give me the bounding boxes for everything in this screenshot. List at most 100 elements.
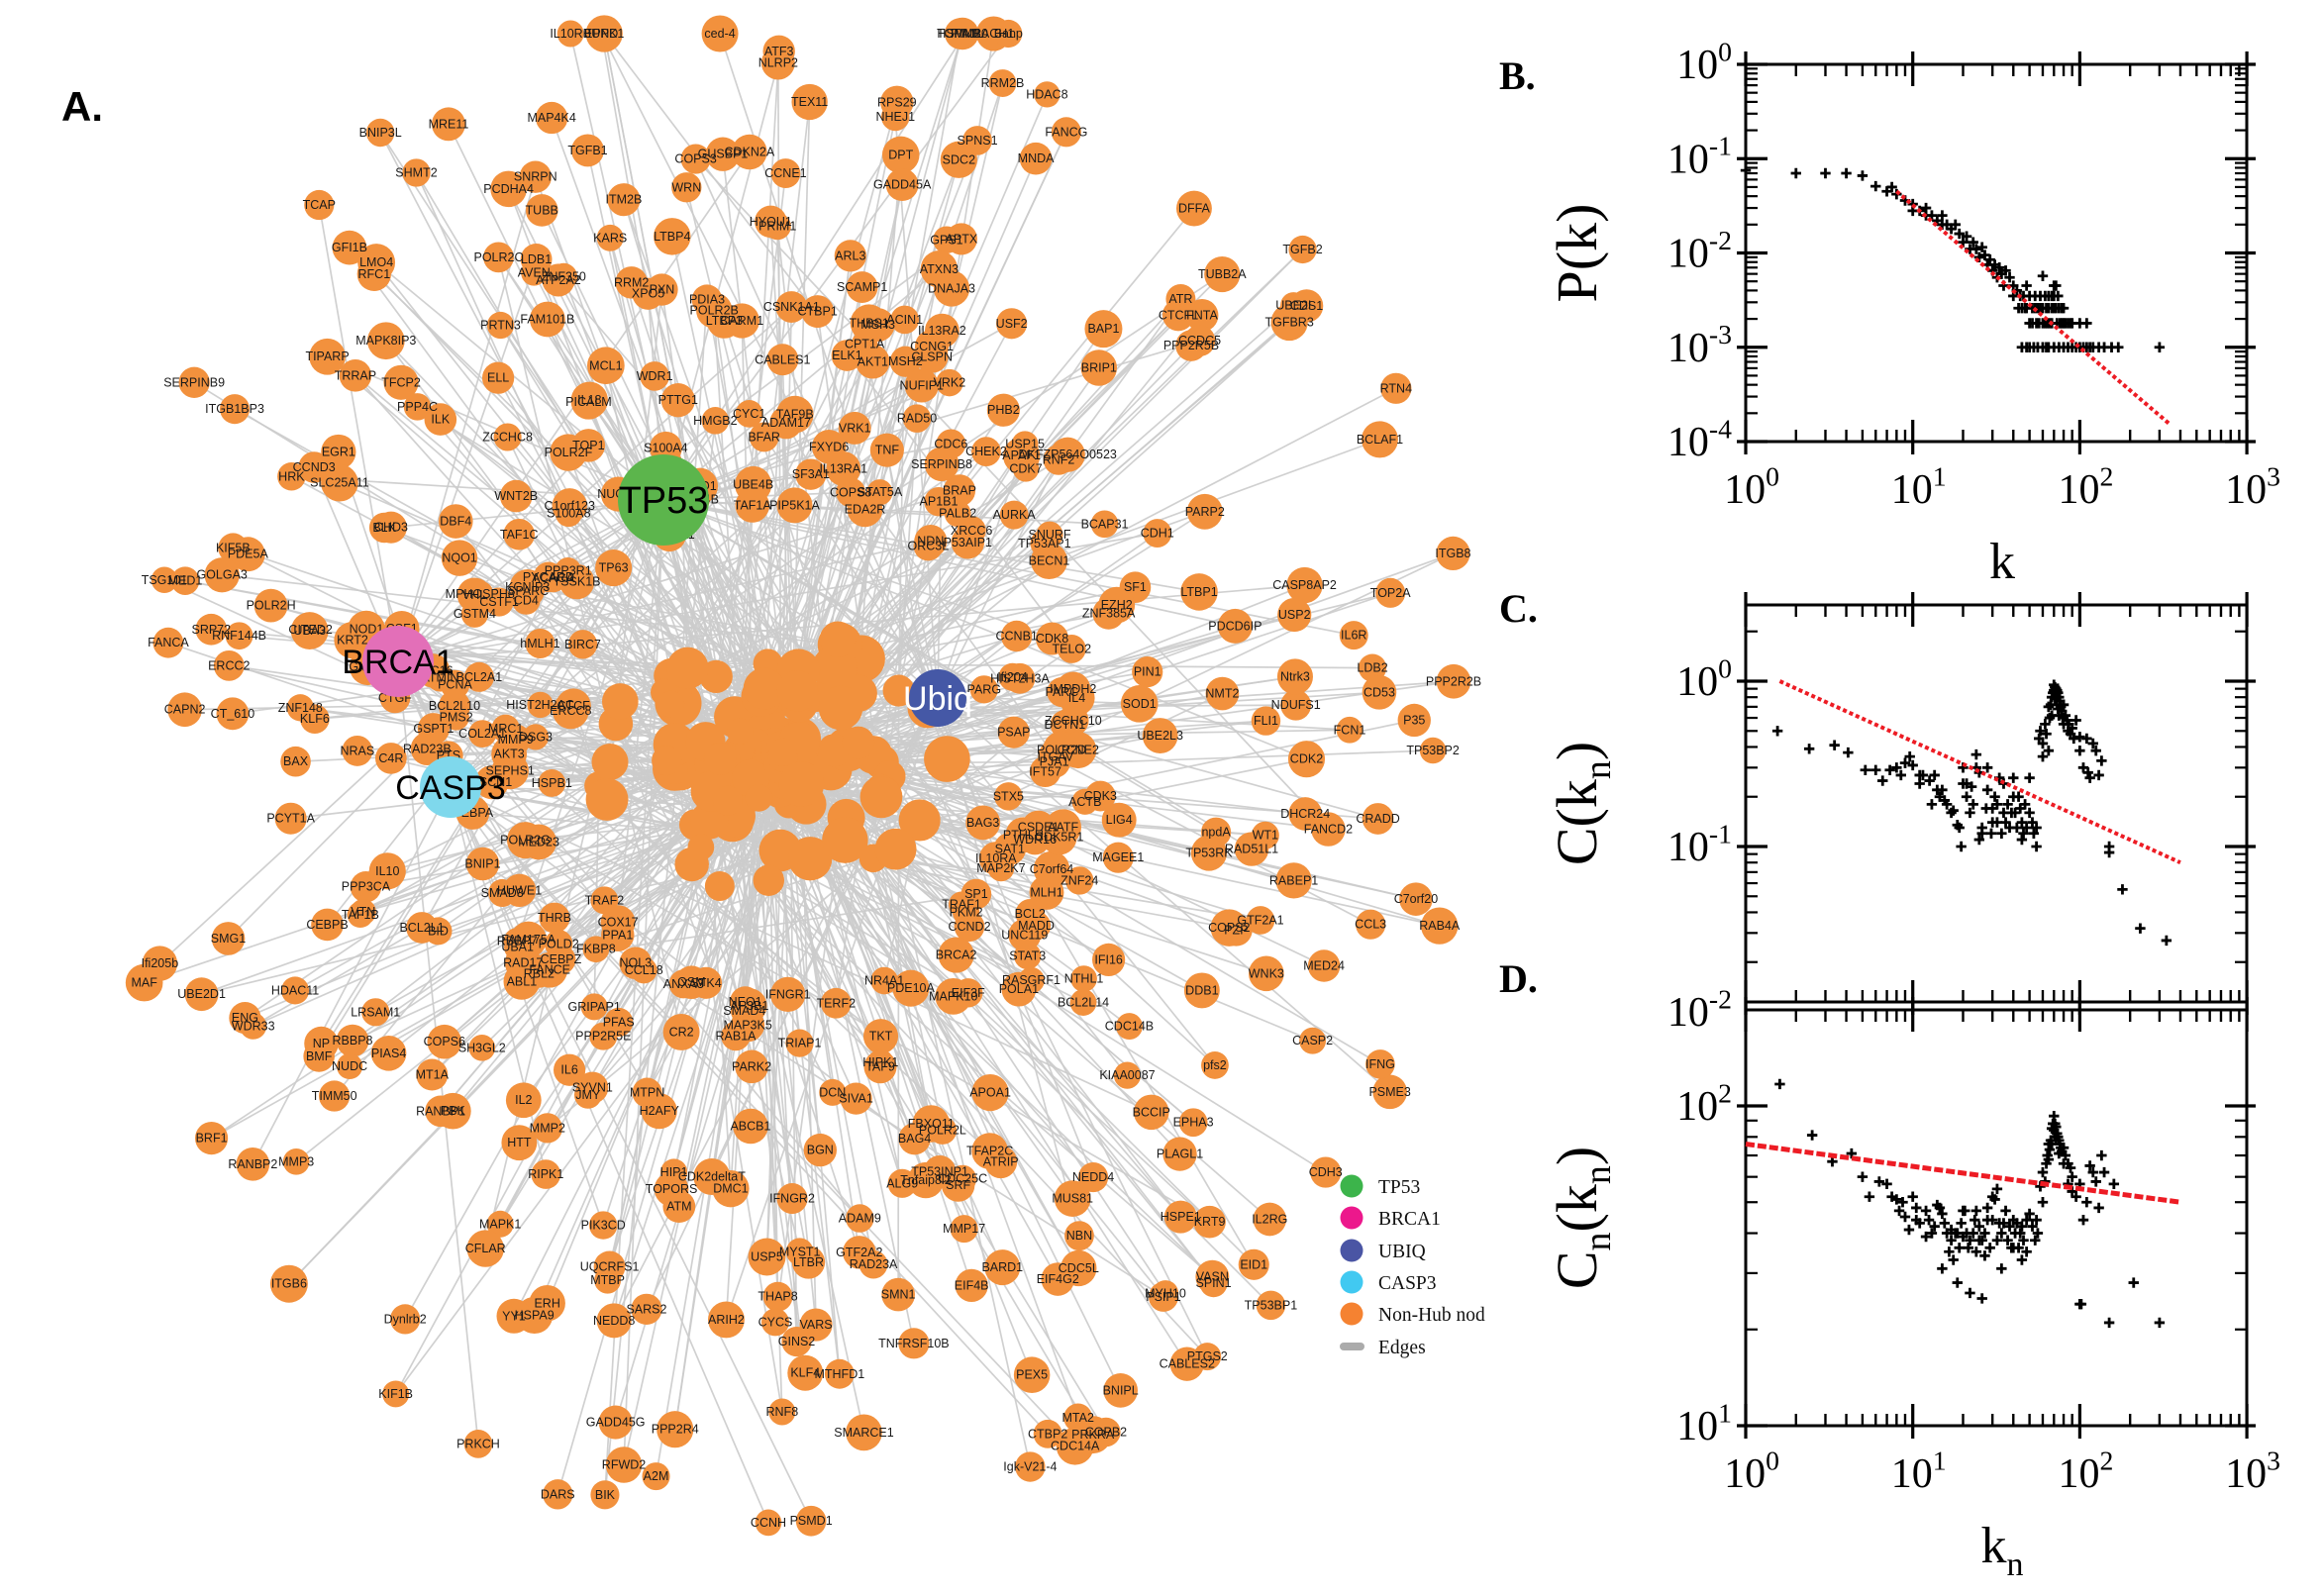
network-node-label: GTF2A1 [1237,913,1283,927]
data-point [1960,1205,1970,1217]
data-point [2051,280,2062,291]
network-node-label: PCNA [438,677,472,691]
network-node-label: CDH3 [1309,1165,1343,1179]
network-node-label: P53AIP1 [944,536,992,549]
non-hub-node [770,158,801,188]
network-node-label: STAT5A [858,485,903,499]
data-point [2004,272,2015,283]
non-hub-node [842,726,875,759]
network-edge [767,439,1380,665]
hub-label-brca1: BRCA1 [342,644,454,681]
network-node-label: PARK2 [732,1059,771,1073]
network-node-label: IL10RA [975,851,1017,865]
network-node-label: YY1 [502,1309,526,1323]
network-edge [662,62,779,501]
data-point [1870,764,1881,775]
data-point [1948,1254,1959,1265]
network-node-label: XPO5 [632,287,664,301]
network-node-label: DCN [819,1085,846,1099]
network-node-label: CR2 [669,1025,694,1039]
network-node-label: ATM [666,1200,691,1214]
network-node-label: PDE10A [887,981,936,995]
network-edge [450,786,812,1522]
network-node-label: NLRP2 [758,56,798,70]
network-node-label: PIM1 [951,27,979,41]
non-hub-node [1059,679,1095,717]
network-node-label: BARD1 [981,1260,1023,1274]
non-hub-node [1142,718,1178,753]
data-point [1803,744,1815,754]
data-point [1981,762,1993,773]
non-hub-node [195,1122,229,1155]
network-node-label: PSMD1 [790,1514,833,1528]
non-hub-node [1246,906,1275,935]
network-node-label: TCAP [303,198,336,212]
non-hub-node [556,688,591,724]
data-point [2016,834,2028,846]
axes-frame-C [1744,603,2249,1004]
data-point [2000,265,2011,276]
network-node-label: CCND3 [293,460,336,474]
data-point [2037,1197,2049,1208]
network-node-label: ITGAV [1037,750,1073,764]
network-node-label: CABLES1 [755,352,810,366]
network-edge [662,499,1307,760]
non-hub-node [531,1159,561,1189]
non-hub-node [375,743,407,774]
network-node-label: TGFB1 [567,144,607,157]
network-node-label: FLI1 [1254,714,1278,728]
non-hub-node [795,458,827,490]
network-node-label: CCNH [751,1516,786,1530]
network-node-label: ERCC8 [550,704,591,718]
network-node-label: VARS [800,1318,833,1332]
non-hub-node [701,15,739,52]
data-point [1884,764,1895,775]
network-node-label: KLF6 [300,712,330,726]
network-node-label: CDK8 [1036,632,1068,646]
non-hub-node [525,629,556,659]
legend-swatch-casp3 [1340,1270,1364,1294]
data-point [1929,769,1940,781]
network-node-label: SMAD3 [481,886,524,900]
non-hub-node [818,685,863,731]
network-node-label: DMC1 [713,1182,748,1196]
network-node-label: SPIN1 [1196,1276,1232,1290]
network-edge [450,786,1153,1114]
network-node-label: TAF1C [500,528,539,542]
ytick-label-B: 10-1 [1667,131,1732,183]
data-point [1907,1191,1918,1202]
network-node-label: ERH [534,1296,559,1310]
network-node-label: GSTM4 [454,607,496,621]
network-node-label: BAG4 [898,1132,931,1146]
data-point [2000,817,2011,828]
non-hub-node [1380,372,1412,404]
data-point [2069,733,2079,745]
non-hub-node [1361,421,1398,458]
non-hub-node [505,1082,542,1119]
data-point [1966,781,1977,792]
network-node-label: ATP2A2 [536,273,581,287]
data-point [2154,1317,2166,1329]
data-point [1923,1214,1935,1226]
data-point [2074,745,2085,756]
network-edge [515,495,800,706]
network-node-label: LRSAM1 [351,1005,400,1019]
network-node-label: TRAF2 [585,893,625,907]
data-point [1899,1211,1911,1223]
legend-swatch-tp53 [1340,1174,1364,1198]
non-hub-node [846,1204,874,1233]
non-hub-node [1375,577,1406,608]
non-hub-node [542,263,575,297]
data-point [1970,1214,1980,1226]
non-hub-node [662,1013,700,1050]
non-hub-node [811,430,847,464]
network-node-label: CDK3 [1084,789,1117,803]
non-hub-node [1018,966,1045,994]
network-node-label: FAM175A [501,933,556,947]
non-hub-node [856,345,890,379]
non-hub-node [776,1183,808,1215]
panel-label-b: B. [1499,53,1536,98]
non-hub-node [311,908,344,942]
non-hub-node [486,311,515,340]
